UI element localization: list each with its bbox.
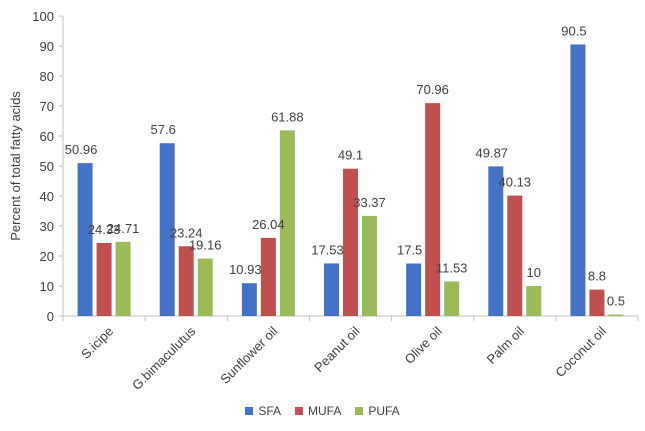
y-tick-label: 60	[40, 129, 54, 144]
data-label: 17.5	[397, 243, 422, 258]
data-label: 19.16	[189, 238, 222, 253]
bar-mufa	[260, 237, 276, 316]
bar-sfa	[570, 44, 586, 316]
bar-sfa	[324, 263, 339, 316]
data-label: 90.5	[561, 24, 586, 39]
data-label: 23.24	[170, 225, 203, 240]
data-label: 49.1	[338, 148, 363, 163]
y-tick-label: 10	[40, 279, 54, 294]
data-label: 11.53	[436, 260, 468, 275]
bar-mufa	[96, 243, 112, 316]
data-label: 24.71	[107, 221, 140, 236]
x-tick-label: Coconut oil	[552, 323, 609, 380]
legend: SFA MUFA PUFA	[0, 404, 645, 418]
data-label: 50.96	[65, 142, 98, 157]
x-tick-labels: S.icipe G.bimaculutus Sunflower oil Peanut …	[78, 323, 609, 393]
bar-mufa	[343, 168, 358, 316]
data-label: 8.8	[588, 269, 606, 284]
bar-sfa	[241, 283, 257, 316]
data-label: 26.04	[252, 217, 285, 232]
bar-mufa	[425, 103, 441, 317]
bars	[77, 44, 624, 317]
bar-mufa	[178, 246, 194, 316]
y-tick-label: 20	[40, 249, 54, 264]
x-tick-label: G.bimaculutus	[129, 323, 199, 393]
y-tick-label: 30	[40, 219, 54, 234]
legend-label: PUFA	[368, 404, 400, 418]
legend-item-sfa: SFA	[245, 404, 281, 418]
bar-pufa	[444, 281, 460, 316]
axes	[59, 15, 639, 321]
y-axis-title: Percent of total fatty acids	[8, 91, 23, 241]
x-tick-label: S.icipe	[78, 324, 116, 362]
y-tick-label: 50	[40, 159, 54, 174]
legend-label: SFA	[258, 404, 281, 418]
data-label: 10	[527, 265, 541, 280]
legend-item-pufa: PUFA	[355, 404, 400, 418]
bar-sfa	[406, 263, 422, 316]
data-label: 0.5	[607, 294, 625, 309]
bar-sfa	[77, 163, 93, 316]
legend-swatch	[355, 407, 364, 415]
data-label: 10.93	[229, 262, 262, 277]
data-label: 57.6	[151, 122, 176, 137]
y-tick-labels: 0 10 20 30 40 50 60 70 80 90 100	[32, 9, 54, 324]
x-tick-label: Sunflower oil	[217, 323, 280, 386]
y-tick-label: 40	[40, 189, 54, 204]
bar-sfa	[159, 143, 175, 316]
x-tick-label: Peanut oil	[311, 323, 363, 375]
bar-sfa	[488, 166, 504, 316]
data-label: 70.96	[416, 82, 449, 97]
data-label: 17.53	[311, 242, 344, 257]
bar-mufa	[589, 289, 605, 316]
x-tick-label: Olive oil	[401, 323, 444, 366]
x-tick-label: Palm oil	[484, 323, 527, 366]
bar-pufa	[279, 130, 295, 316]
y-tick-label: 0	[47, 309, 54, 324]
data-label: 33.37	[353, 195, 386, 210]
data-label: 40.13	[499, 175, 532, 190]
data-label: 61.88	[271, 109, 304, 124]
bar-pufa	[608, 314, 624, 316]
y-axis-title-group: Percent of total fatty acids	[8, 91, 23, 241]
legend-item-mufa: MUFA	[295, 404, 341, 418]
bar-mufa	[507, 195, 523, 316]
bar-pufa	[526, 286, 542, 316]
y-tick-label: 90	[40, 39, 54, 54]
bar-pufa	[197, 258, 213, 316]
data-label: 49.87	[476, 145, 509, 160]
bar-pufa	[115, 241, 131, 316]
y-tick-label: 100	[32, 9, 54, 24]
legend-swatch	[245, 407, 254, 415]
legend-label: MUFA	[308, 404, 342, 418]
data-label: 24.33	[88, 222, 121, 237]
bar-pufa	[362, 215, 377, 316]
legend-swatch	[295, 407, 303, 415]
y-tick-label: 80	[40, 69, 54, 84]
y-tick-label: 70	[40, 99, 54, 114]
